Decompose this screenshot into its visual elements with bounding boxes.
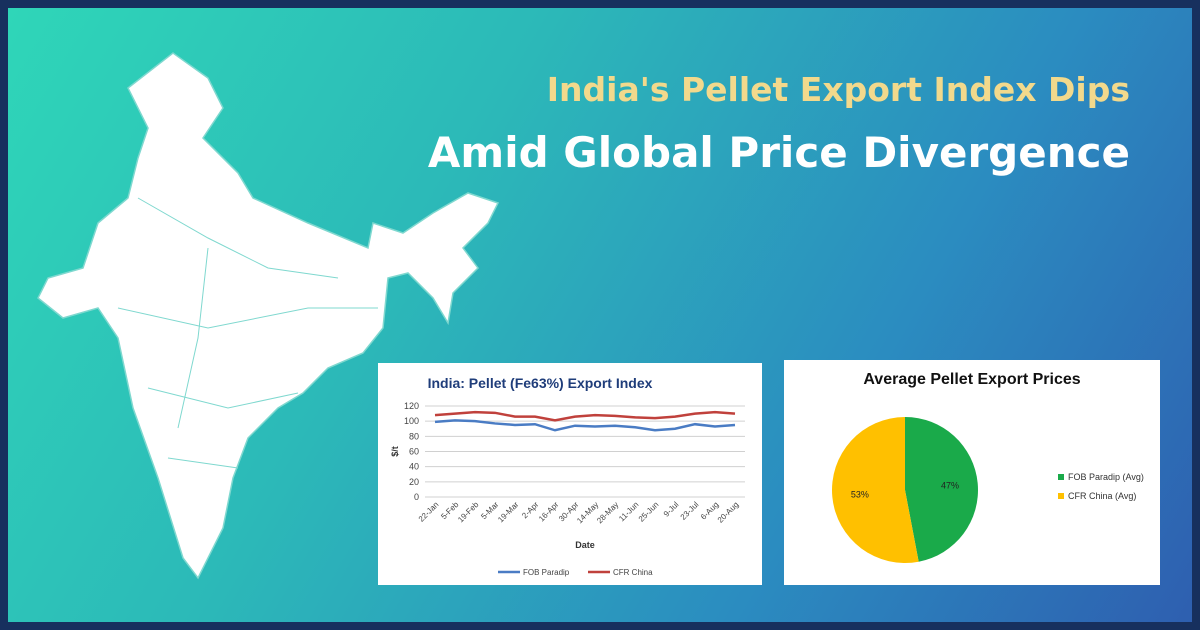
series-line (434, 410, 736, 422)
map-borders (117, 197, 378, 469)
legend-swatch (1058, 474, 1064, 480)
legend-label: CFR China (Avg) (1068, 491, 1136, 501)
y-tick-label: 100 (404, 416, 419, 426)
pie-slice (905, 417, 978, 562)
data-label: 47% (941, 481, 959, 491)
y-tick-label: 20 (409, 477, 419, 487)
title-line2: Amid Global Price Divergence (427, 128, 1130, 177)
title-line1: India's Pellet Export Index Dips (546, 70, 1130, 109)
pie-slice (831, 417, 919, 563)
y-tick-label: 60 (409, 447, 419, 457)
map-layer: India: Pellet (Fe63%) Export Index $/t Dat… (37, 52, 1160, 585)
series-line (434, 419, 736, 432)
data-label: 53% (851, 489, 869, 499)
legend-label: FOB Paradip (523, 568, 570, 577)
y-axis-title: $/t (390, 446, 400, 457)
chart-title: India: Pellet (Fe63%) Export Index (428, 375, 653, 391)
legend-swatch (1058, 493, 1064, 499)
y-tick-label: 0 (414, 492, 419, 502)
y-tick-label: 80 (409, 431, 419, 441)
x-axis-title: Date (575, 540, 595, 550)
legend-label: FOB Paradip (Avg) (1068, 472, 1144, 482)
legend-label: CFR China (613, 568, 653, 577)
line-chart-panel (378, 363, 762, 585)
y-tick-label: 40 (409, 462, 419, 472)
y-tick-label: 120 (404, 401, 419, 411)
chart-title: Average Pellet Export Prices (863, 371, 1080, 388)
